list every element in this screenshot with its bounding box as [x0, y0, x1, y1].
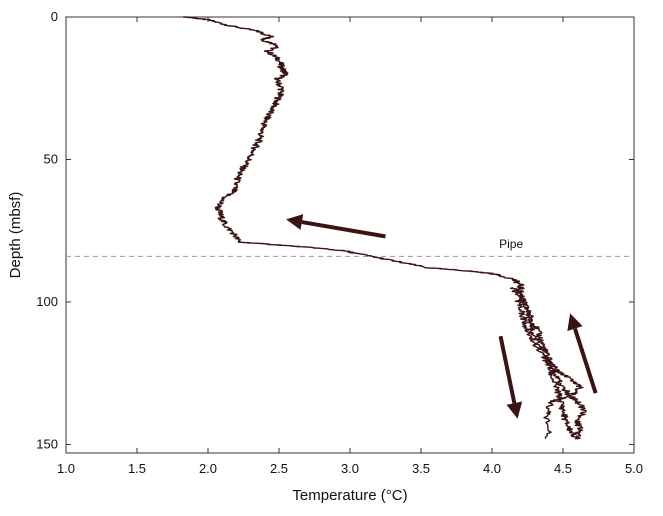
x-tick-label: 5.0: [625, 461, 643, 476]
y-tick-label: 150: [36, 436, 58, 451]
y-tick-label: 50: [44, 151, 58, 166]
direction-arrow-head: [567, 313, 583, 332]
y-axis: 0 50 100 150: [36, 9, 634, 451]
temperature-profile-line: [183, 16, 581, 440]
annotations: Pipe: [499, 237, 523, 251]
direction-arrow: [301, 220, 386, 239]
x-tick-label: 1.0: [57, 461, 75, 476]
x-tick-label: 2.5: [270, 461, 288, 476]
direction-arrow-head: [506, 401, 523, 419]
arrows-layer: [286, 214, 598, 419]
x-tick-label: 1.5: [128, 461, 146, 476]
direction-arrow: [573, 327, 598, 394]
direction-arrow: [498, 335, 517, 404]
x-tick-label: 4.5: [554, 461, 572, 476]
pipe-annotation: Pipe: [499, 237, 523, 251]
plot-frame: [65, 16, 635, 454]
x-axis: 1.0 1.5 2.0 2.5 3.0 3.5 4.0 4.5 5.0: [57, 17, 643, 476]
x-tick-label: 3.0: [341, 461, 359, 476]
temperature-profile-line: [509, 287, 587, 440]
series-layer: [183, 16, 587, 440]
x-axis-title: Temperature (°C): [292, 487, 407, 504]
y-tick-label: 0: [51, 9, 58, 24]
x-tick-label: 4.0: [483, 461, 501, 476]
direction-arrow-head: [286, 214, 304, 230]
y-tick-label: 100: [36, 294, 58, 309]
x-tick-label: 2.0: [199, 461, 217, 476]
temperature-profile-line: [518, 289, 584, 439]
x-tick-label: 3.5: [412, 461, 430, 476]
y-axis-title: Depth (mbsf): [7, 192, 24, 279]
